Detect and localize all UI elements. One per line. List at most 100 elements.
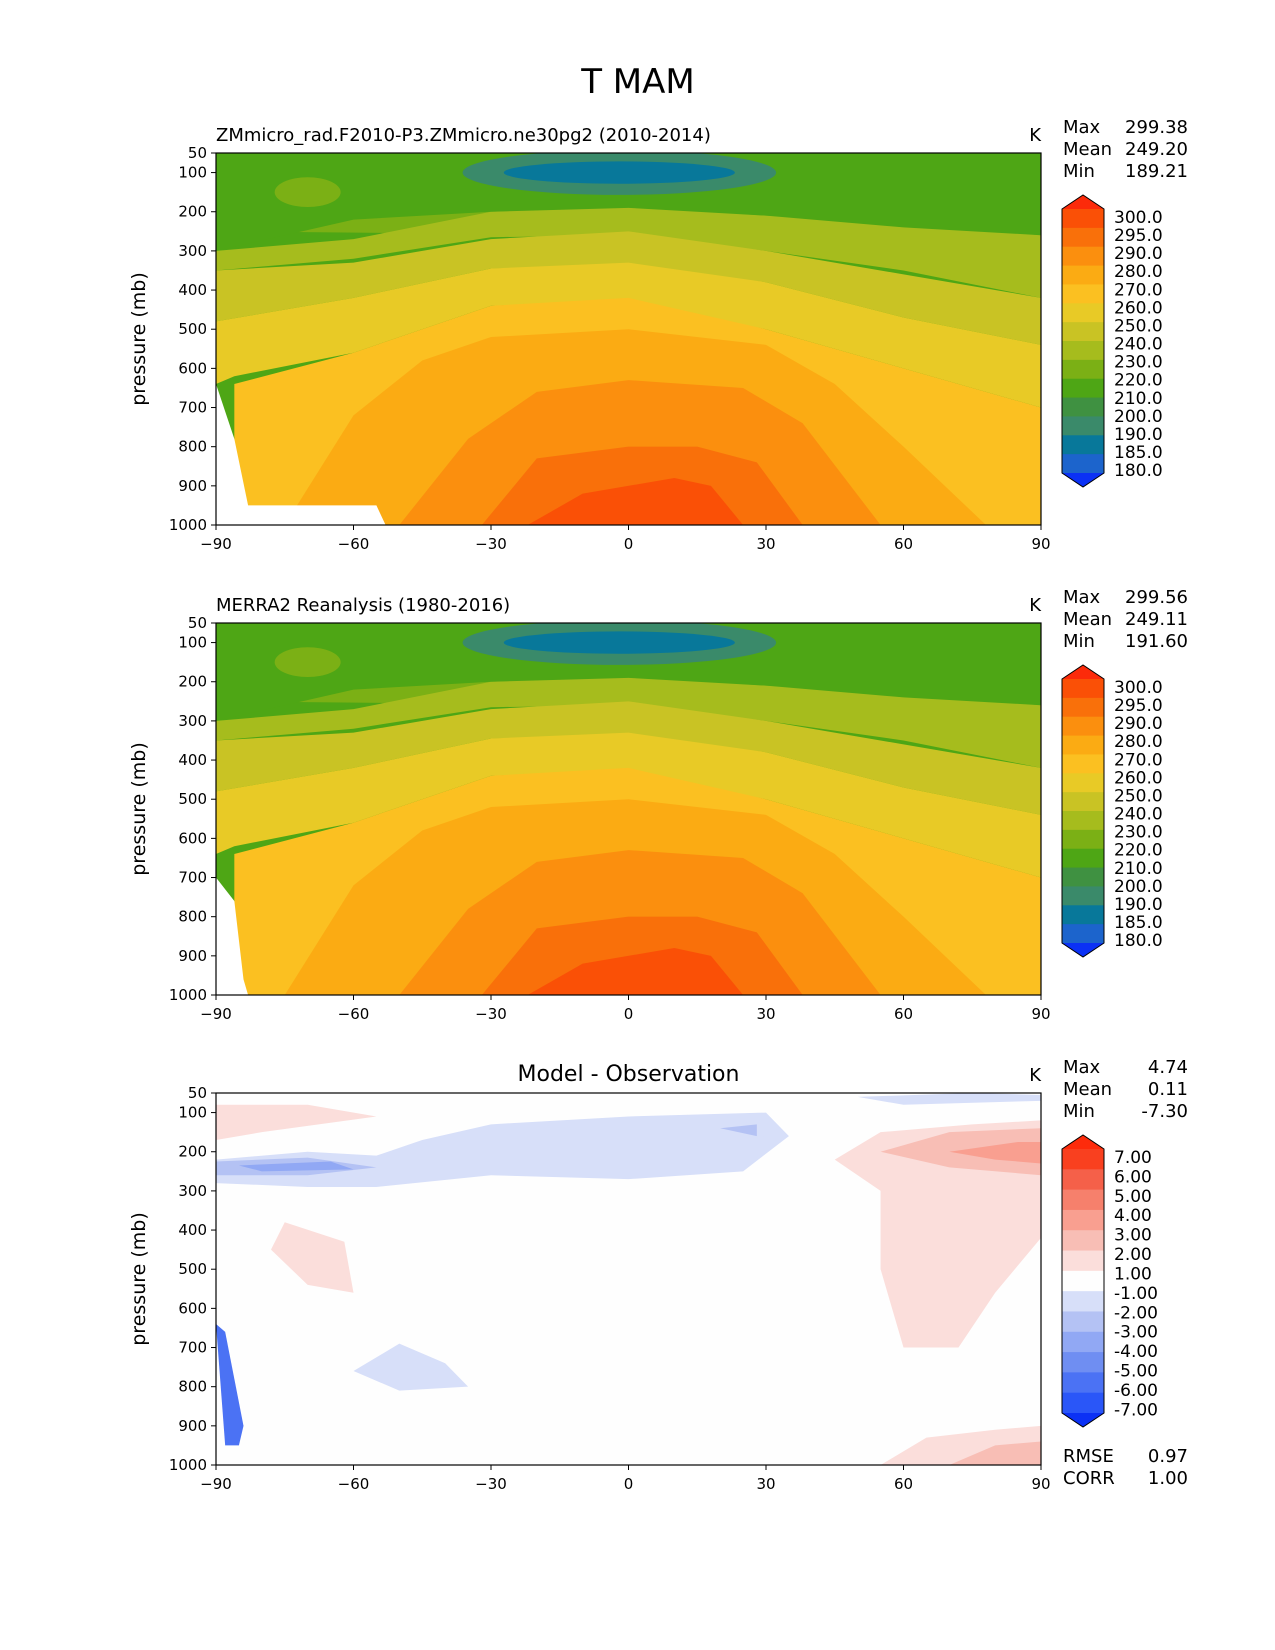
colorbar-outline — [1061, 1134, 1105, 1428]
colorbar-level-label: 295.0 — [1114, 696, 1163, 716]
y-tick-label: 400 — [178, 1221, 207, 1239]
colorbar-box — [1062, 378, 1104, 399]
colorbar-level-label: 280.0 — [1114, 732, 1163, 752]
stat-mean-label: Mean — [1063, 139, 1112, 160]
y-tick-label: 50 — [188, 614, 207, 632]
colorbar: 7.006.005.004.003.002.001.00-1.00-2.00-3… — [1061, 1134, 1158, 1428]
y-tick-label: 500 — [178, 1260, 207, 1278]
y-tick-label: 700 — [178, 399, 207, 417]
colorbar-extend-max — [1062, 1135, 1104, 1153]
stat-corr-label: CORR — [1063, 1468, 1115, 1489]
x-tick-label: 90 — [1031, 1005, 1050, 1023]
colorbar-level-label: 5.00 — [1114, 1187, 1152, 1207]
y-tick-label: 100 — [178, 634, 207, 652]
x-tick-label: 60 — [894, 1005, 913, 1023]
units-label: K — [1029, 1065, 1042, 1086]
stat-mean-value: 249.20 — [1125, 139, 1188, 160]
stat-max-value: 299.38 — [1125, 117, 1188, 138]
stat-mean-label: Mean — [1063, 1079, 1112, 1100]
colorbar-box — [1062, 227, 1104, 248]
colorbar-level-label: 185.0 — [1114, 913, 1163, 933]
colorbar-level-label: 200.0 — [1114, 877, 1163, 897]
colorbar-extend-min — [1062, 1413, 1104, 1427]
stat-min-label: Min — [1063, 631, 1095, 652]
colorbar-box — [1062, 246, 1104, 267]
colorbar-level-label: 4.00 — [1114, 1206, 1152, 1226]
y-tick-label: 300 — [178, 712, 207, 730]
units-label: K — [1029, 595, 1042, 616]
colorbar-level-label: 190.0 — [1114, 425, 1163, 445]
colorbar-box — [1062, 716, 1104, 737]
contour-field-2 — [216, 1093, 1041, 1465]
colorbar-outline — [1061, 664, 1105, 958]
colorbar-box — [1062, 397, 1104, 418]
x-tick-label: −90 — [200, 1475, 232, 1493]
y-tick-label: 100 — [178, 164, 207, 182]
colorbar-box — [1062, 867, 1104, 888]
colorbar-level-label: 210.0 — [1114, 859, 1163, 879]
colorbar-box — [1062, 416, 1104, 436]
y-tick-label: 600 — [178, 829, 207, 847]
panel-title: Model - Observation — [518, 1062, 740, 1087]
colorbar-box — [1062, 1291, 1104, 1313]
colorbar-box — [1062, 359, 1104, 380]
colorbar-level-label: 3.00 — [1114, 1226, 1152, 1246]
colorbar-box — [1062, 1230, 1104, 1252]
colorbar-level-label: 300.0 — [1114, 208, 1163, 228]
colorbar-level-label: 180.0 — [1114, 461, 1163, 481]
y-tick-label: 600 — [178, 1299, 207, 1317]
x-tick-label: −60 — [338, 1475, 370, 1493]
x-tick-label: −90 — [200, 1005, 232, 1023]
y-tick-label: 500 — [178, 320, 207, 338]
y-tick-label: 500 — [178, 790, 207, 808]
colorbar-box — [1062, 1209, 1104, 1231]
y-tick-label: 300 — [178, 242, 207, 260]
colorbar-box — [1062, 773, 1104, 793]
contour-field-1 — [216, 623, 1041, 995]
y-tick-label: 50 — [188, 144, 207, 162]
y-tick-label: 100 — [178, 1104, 207, 1122]
x-tick-label: 60 — [894, 535, 913, 553]
colorbar-level-label: 270.0 — [1114, 750, 1163, 770]
colorbar-level-label: 260.0 — [1114, 298, 1163, 318]
colorbar-level-label: 250.0 — [1114, 786, 1163, 806]
colorbar-level-label: 240.0 — [1114, 805, 1163, 825]
y-tick-label: 900 — [178, 477, 207, 495]
colorbar-outline — [1061, 194, 1105, 488]
colorbar-box — [1062, 735, 1104, 756]
y-tick-label: 400 — [178, 281, 207, 299]
stat-min-value: 189.21 — [1125, 161, 1188, 182]
stat-min-label: Min — [1063, 161, 1095, 182]
stat-rmse-label: RMSE — [1063, 1446, 1114, 1467]
stat-max-label: Max — [1063, 117, 1101, 138]
colorbar-level-label: 270.0 — [1114, 280, 1163, 300]
stat-corr-value: 1.00 — [1148, 1468, 1188, 1489]
colorbar-level-label: 200.0 — [1114, 407, 1163, 427]
colorbar-box — [1062, 792, 1104, 812]
stat-mean-label: Mean — [1063, 609, 1112, 630]
colorbar-box — [1062, 754, 1104, 774]
colorbar-box — [1062, 1352, 1104, 1373]
colorbar-box — [1062, 1149, 1104, 1170]
y-tick-label: 1000 — [169, 986, 207, 1004]
colorbar-box — [1062, 1270, 1104, 1292]
colorbar-box — [1062, 1372, 1104, 1394]
colorbar-box — [1062, 811, 1104, 831]
y-tick-label: 900 — [178, 947, 207, 965]
stat-mean-value: 0.11 — [1148, 1079, 1188, 1100]
colorbar-level-label: 280.0 — [1114, 262, 1163, 282]
y-tick-label: 50 — [188, 1084, 207, 1102]
stat-min-label: Min — [1063, 1101, 1095, 1122]
x-tick-label: −30 — [475, 1475, 507, 1493]
colorbar-level-label: 185.0 — [1114, 443, 1163, 463]
stat-max-label: Max — [1063, 1057, 1101, 1078]
colorbar-level-label: 290.0 — [1114, 714, 1163, 734]
y-tick-label: 200 — [178, 1143, 207, 1161]
colorbar-box — [1062, 905, 1104, 925]
y-tick-label: 1000 — [169, 516, 207, 534]
colorbar-box — [1062, 886, 1104, 906]
colorbar-level-label: 6.00 — [1114, 1167, 1152, 1187]
colorbar-box — [1062, 1169, 1104, 1191]
colorbar-box — [1062, 924, 1104, 944]
colorbar-level-label: 1.00 — [1114, 1264, 1152, 1284]
